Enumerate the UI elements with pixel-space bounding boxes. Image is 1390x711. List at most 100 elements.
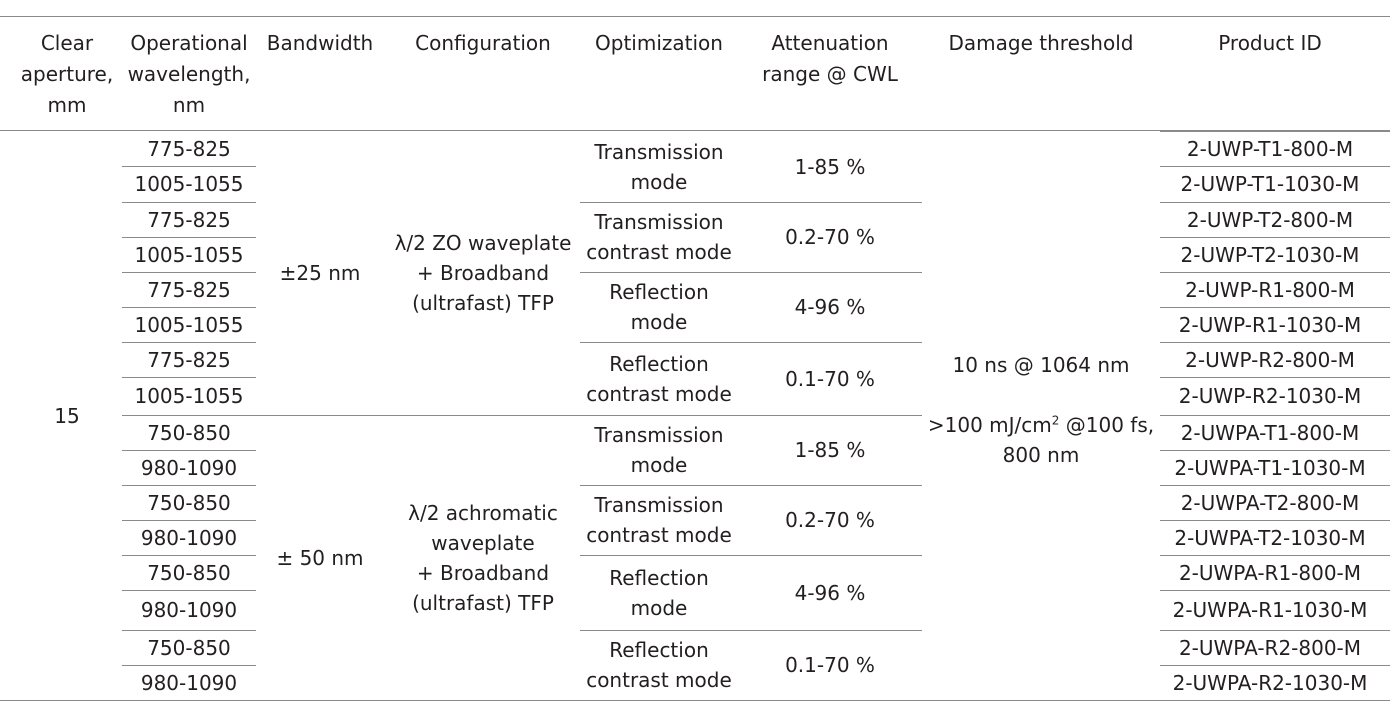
product-id-cell: 2-UWPA-T2-800-M — [1180, 490, 1360, 515]
damage-threshold-wavelength: 800 nm — [1002, 443, 1080, 467]
attenuation-cell: 0.2-70 % — [785, 508, 875, 532]
product-id-cell: 2-UWP-T1-800-M — [1186, 136, 1354, 161]
wavelength-cell: 775-825 — [147, 347, 231, 372]
optimization-cell: Reflection contrast mode — [586, 638, 732, 692]
product-row-rule — [1160, 237, 1390, 238]
damage-threshold-fs: >100 mJ/cm2 @100 fs, — [927, 413, 1155, 437]
attenuation-cell: 1-85 % — [794, 154, 866, 179]
wavelength-cell: 980-1090 — [140, 455, 238, 480]
wavelength-cell: 775-825 — [147, 277, 231, 302]
wavelength-row-rule — [122, 520, 256, 521]
product-row-rule — [1160, 272, 1390, 273]
mode-row-rule — [580, 342, 922, 343]
product-id-cell: 2-UWP-R1-1030-M — [1178, 312, 1362, 337]
wavelength-cell: 1005-1055 — [134, 172, 244, 196]
mode-row-rule — [580, 630, 922, 631]
attenuation-cell: 4-96 % — [794, 580, 866, 605]
product-row-rule — [1160, 485, 1390, 486]
wavelength-cell: 1005-1055 — [134, 384, 244, 408]
product-id-cell: 2-UWP-T2-800-M — [1186, 207, 1354, 232]
attenuation-cell: 4-96 % — [794, 295, 866, 319]
wavelength-row-rule — [122, 342, 256, 343]
configuration-cell: λ/2 ZO waveplate + Broadband (ultrafast)… — [394, 231, 572, 315]
wavelength-row-rule — [122, 555, 256, 556]
wavelength-row-rule — [122, 485, 256, 486]
optimization-cell: Transmission mode — [594, 423, 724, 477]
mode-row-rule — [580, 272, 922, 273]
table-bottom-rule — [0, 700, 1390, 701]
header-bottom-rule — [0, 130, 1390, 131]
product-id-cell: 2-UWPA-T1-1030-M — [1174, 455, 1366, 480]
product-row-rule — [1160, 131, 1390, 132]
wavelength-cell: 750-850 — [147, 635, 231, 660]
product-row-rule — [1160, 450, 1390, 451]
wavelength-cell: 775-825 — [147, 136, 231, 161]
product-row-rule — [1160, 520, 1390, 521]
header-optimization: Optimization — [595, 31, 723, 55]
product-row-rule — [1160, 555, 1390, 556]
wavelength-cell: 1005-1055 — [134, 242, 244, 267]
optimization-cell: Reflection contrast mode — [586, 351, 732, 406]
product-id-cell: 2-UWPA-R1-800-M — [1178, 560, 1362, 585]
wavelength-cell: 750-850 — [147, 490, 231, 515]
optimization-cell: Reflection mode — [609, 280, 709, 334]
attenuation-cell: 0.2-70 % — [785, 225, 875, 249]
mode-row-rule — [580, 485, 922, 486]
product-row-rule — [1160, 590, 1390, 591]
attenuation-cell: 1-85 % — [794, 438, 866, 462]
product-row-rule — [1160, 630, 1390, 631]
optimization-cell: Transmission contrast mode — [586, 210, 732, 264]
product-id-cell: 2-UWPA-T2-1030-M — [1174, 525, 1366, 550]
bandwidth-cell: ± 50 nm — [276, 545, 364, 570]
wavelength-cell: 775-825 — [147, 207, 231, 232]
attenuation-cell: 0.1-70 % — [785, 653, 875, 677]
wavelength-row-rule — [122, 166, 256, 167]
wavelength-cell: 750-850 — [147, 420, 231, 445]
attenuation-cell: 0.1-70 % — [785, 366, 875, 391]
product-row-rule — [1160, 377, 1390, 378]
header-product-id: Product ID — [1218, 31, 1322, 55]
product-id-cell: 2-UWPA-T1-800-M — [1180, 420, 1360, 445]
header-operational-wavelength: Operational wavelength, nm — [127, 31, 251, 117]
configuration-cell: λ/2 achromatic waveplate + Broadband (ul… — [408, 500, 558, 615]
product-id-cell: 2-UWP-T1-1030-M — [1180, 172, 1360, 196]
product-row-rule — [1160, 166, 1390, 167]
header-clear-aperture: Clear aperture, mm — [20, 31, 114, 117]
optimization-cell: Transmission mode — [594, 139, 724, 194]
wavelength-row-rule — [122, 377, 256, 378]
wavelength-row-rule — [122, 630, 256, 631]
wavelength-cell: 980-1090 — [140, 598, 238, 622]
mode-row-rule — [580, 555, 922, 556]
wavelength-row-rule — [122, 237, 256, 238]
group-separator-left — [122, 415, 580, 416]
product-row-rule — [1160, 202, 1390, 203]
wavelength-cell: 750-850 — [147, 560, 231, 585]
product-id-cell: 2-UWP-R2-800-M — [1185, 347, 1355, 372]
wavelength-row-rule — [122, 665, 256, 666]
damage-threshold-cell: 10 ns @ 1064 nm >100 mJ/cm2 @100 fs, 800… — [922, 350, 1160, 470]
wavelength-row-rule — [122, 272, 256, 273]
wavelength-row-rule — [122, 307, 256, 308]
product-id-cell: 2-UWP-T2-1030-M — [1180, 242, 1360, 267]
product-id-cell: 2-UWPA-R2-800-M — [1178, 635, 1362, 660]
header-bandwidth: Bandwidth — [266, 31, 374, 55]
damage-threshold-ns: 10 ns @ 1064 nm — [952, 353, 1130, 377]
product-id-cell: 2-UWP-R2-1030-M — [1178, 384, 1362, 408]
product-id-cell: 2-UWPA-R2-1030-M — [1172, 670, 1368, 695]
product-row-rule — [1160, 665, 1390, 666]
wavelength-cell: 980-1090 — [140, 525, 238, 550]
header-attenuation-range: Attenuation range @ CWL — [762, 31, 898, 86]
product-id-cell: 2-UWP-R1-800-M — [1185, 277, 1355, 302]
wavelength-row-rule — [122, 590, 256, 591]
header-configuration: Configuration — [415, 31, 551, 55]
product-row-rule — [1160, 415, 1390, 416]
optimization-cell: Reflection mode — [609, 565, 709, 620]
optimization-cell: Transmission contrast mode — [586, 493, 732, 547]
wavelength-cell: 1005-1055 — [134, 312, 244, 337]
product-id-cell: 2-UWPA-R1-1030-M — [1172, 598, 1368, 622]
table-top-rule — [0, 16, 1390, 17]
wavelength-cell: 980-1090 — [140, 670, 238, 695]
bandwidth-cell: ±25 nm — [279, 261, 361, 285]
mode-row-rule — [580, 202, 922, 203]
